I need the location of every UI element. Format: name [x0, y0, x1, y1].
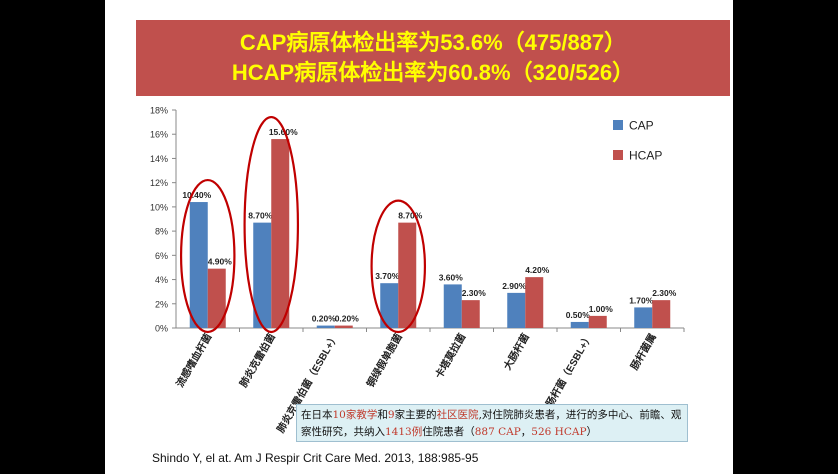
bar-cap: [443, 284, 462, 328]
legend-label: CAP: [629, 119, 654, 133]
y-tick-label: 2%: [155, 299, 168, 309]
bar-hcap: [334, 325, 353, 328]
note-number: 10: [332, 409, 346, 421]
note-number: 9: [387, 409, 395, 421]
note-text: ,对住院肺炎患者，进行的多中心、前瞻、观察性研究，共纳入: [301, 409, 682, 438]
data-label: 2.90%: [502, 281, 527, 291]
note-number: 887 CAP: [474, 426, 521, 438]
note-number: 1413: [385, 426, 412, 438]
data-label: 3.70%: [375, 271, 400, 281]
legend-swatch-hcap: [613, 150, 623, 160]
data-label: 3.60%: [439, 272, 464, 282]
note-text: 住院患者（: [422, 426, 475, 438]
legend-label: HCAP: [629, 149, 662, 163]
bar-hcap: [652, 300, 671, 328]
y-tick-label: 12%: [150, 178, 168, 188]
data-label: 1.00%: [589, 304, 614, 314]
data-label: 0.20%: [335, 314, 360, 324]
note-text: 在日本: [301, 409, 333, 421]
title-banner: CAP病原体检出率为53.6%（475/887） HCAP病原体检出率为60.8…: [136, 20, 730, 96]
bar-cap: [189, 202, 208, 328]
note-number: 526 HCAP: [531, 426, 587, 438]
note-text: ，: [520, 426, 532, 438]
bar-hcap: [461, 300, 480, 328]
data-label: 8.70%: [248, 211, 273, 221]
y-tick-label: 14%: [150, 154, 168, 164]
note-text: 社区医院: [436, 409, 479, 421]
data-label: 0.20%: [312, 314, 337, 324]
data-label: 4.90%: [208, 257, 233, 267]
y-tick-label: 0%: [155, 324, 168, 334]
y-tick-label: 10%: [150, 202, 168, 212]
note-text: 家主要的: [394, 409, 437, 421]
note-text: ）: [586, 426, 598, 438]
bar-cap: [570, 321, 589, 328]
bar-cap: [507, 292, 526, 328]
y-tick-label: 8%: [155, 227, 168, 237]
bar-chart: 0%2%4%6%8%10%12%14%16%18%10.40%4.90%流感嗜血…: [136, 98, 700, 438]
note-text: 和: [377, 409, 388, 421]
highlight-ellipse: [243, 115, 300, 334]
data-label: 0.50%: [566, 310, 591, 320]
bar-hcap: [271, 139, 290, 328]
citation: Shindo Y, el at. Am J Respir Crit Care M…: [152, 451, 479, 465]
bar-hcap: [398, 222, 417, 328]
banner-line-1: CAP病原体检出率为53.6%（475/887）: [239, 30, 627, 55]
data-label: 2.30%: [652, 288, 677, 298]
legend-swatch-cap: [613, 120, 623, 130]
bar-cap: [634, 307, 653, 328]
data-label: 2.30%: [462, 288, 487, 298]
bar-hcap: [525, 277, 544, 328]
highlight-ellipse: [370, 199, 427, 334]
bar-hcap: [207, 268, 226, 328]
data-label: 10.40%: [182, 190, 211, 200]
data-label: 4.20%: [525, 265, 550, 275]
highlight-ellipse: [179, 178, 236, 334]
y-tick-label: 18%: [150, 106, 168, 116]
data-label: 1.70%: [629, 295, 654, 305]
data-label: 15.60%: [269, 127, 298, 137]
bar-cap: [380, 283, 399, 328]
y-tick-label: 16%: [150, 130, 168, 140]
data-label: 8.70%: [398, 211, 423, 221]
y-tick-label: 4%: [155, 275, 168, 285]
note-text: 例: [411, 426, 423, 438]
bar-cap: [253, 222, 272, 328]
y-tick-label: 6%: [155, 251, 168, 261]
chart-background: [136, 98, 700, 438]
study-note: 在日本10家教学和9家主要的社区医院,对住院肺炎患者，进行的多中心、前瞻、观察性…: [296, 404, 688, 442]
bar-hcap: [588, 315, 607, 328]
note-text: 家教学: [345, 409, 378, 421]
banner-line-2: HCAP病原体检出率为60.8%（320/526）: [231, 60, 635, 85]
bar-cap: [316, 325, 335, 328]
